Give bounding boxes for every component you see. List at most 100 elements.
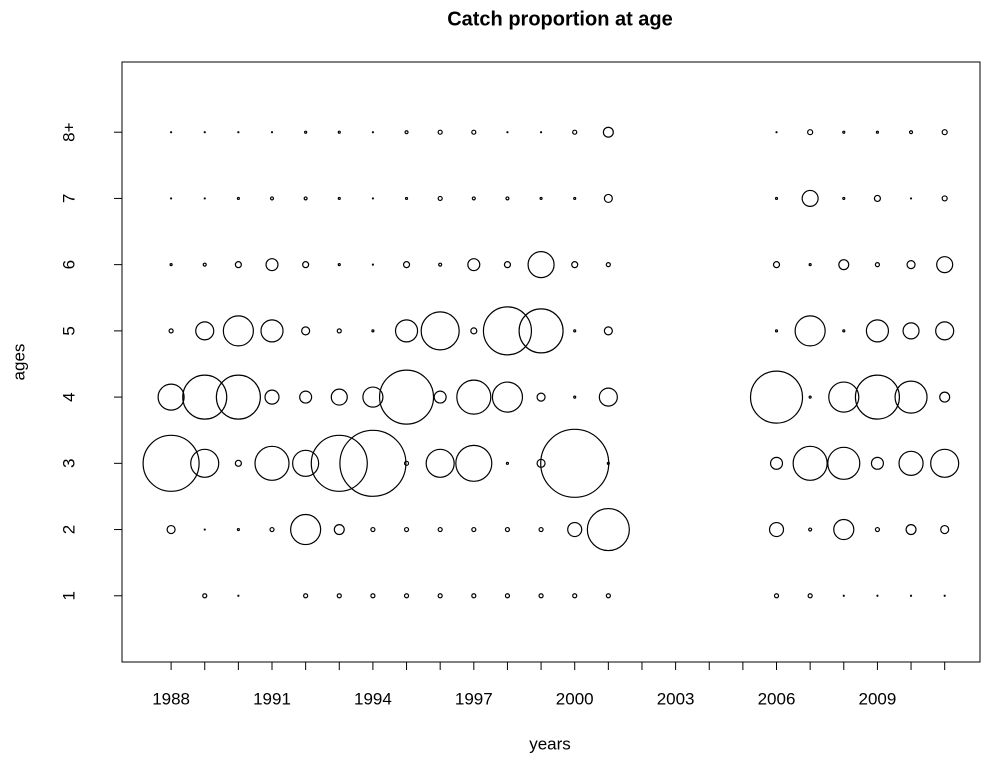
bubble — [875, 130, 880, 134]
bubble — [203, 131, 206, 134]
bubble — [264, 389, 280, 405]
bubble — [540, 428, 610, 498]
bubble — [339, 429, 407, 497]
bubble — [157, 383, 185, 411]
bubble — [908, 130, 914, 135]
bubble — [573, 395, 577, 399]
bubble — [190, 448, 220, 478]
bubble — [865, 319, 890, 343]
bubble — [941, 129, 948, 136]
bubble — [605, 593, 611, 599]
bubble — [491, 381, 524, 413]
bubble — [471, 593, 477, 599]
bubble — [236, 527, 240, 532]
bubble — [292, 449, 320, 477]
bubble — [467, 258, 481, 272]
bubble — [538, 526, 544, 533]
bubble — [337, 130, 341, 134]
bubble — [573, 196, 577, 201]
bubble — [371, 329, 375, 333]
bubble — [260, 319, 284, 343]
bubble — [894, 380, 928, 414]
bubble — [801, 189, 819, 208]
bubble — [299, 390, 313, 404]
y-tick-label: 7 — [59, 194, 78, 203]
bubble — [773, 593, 780, 599]
bubble — [906, 260, 916, 270]
bubble — [571, 261, 579, 269]
bubble — [842, 196, 846, 201]
bubble — [234, 261, 242, 269]
y-tick-label: 4 — [59, 392, 78, 401]
bubble — [518, 308, 564, 354]
bubble — [370, 526, 376, 533]
bubble — [270, 131, 274, 134]
x-tick-label: 1994 — [354, 689, 392, 708]
bubble — [333, 523, 345, 536]
x-tick-label: 2006 — [758, 689, 796, 708]
bubble — [567, 521, 583, 538]
bubble — [505, 196, 510, 201]
bubble — [237, 131, 240, 134]
bubble — [437, 195, 443, 202]
bubble — [808, 395, 812, 399]
bubble — [874, 262, 881, 268]
bubble — [503, 261, 512, 269]
bubble — [792, 445, 828, 481]
bubble — [336, 328, 342, 334]
y-tick-label: 1 — [59, 591, 78, 600]
chart-title: Catch proportion at age — [447, 8, 673, 30]
bubble — [166, 524, 176, 535]
bubble — [828, 381, 860, 413]
bubble — [598, 387, 618, 407]
bubble — [586, 507, 630, 552]
bubble — [303, 196, 308, 201]
bubble — [290, 513, 322, 546]
bubble — [873, 194, 882, 203]
bubble — [807, 593, 813, 599]
bubble — [234, 459, 242, 467]
bubble — [378, 369, 435, 425]
bubble — [772, 261, 781, 269]
bubble — [203, 528, 206, 531]
bubble — [403, 593, 410, 599]
bubble — [898, 450, 924, 476]
y-axis-label: ages — [9, 344, 28, 381]
bubble — [303, 593, 309, 599]
bubble — [394, 319, 419, 343]
x-axis-label: years — [529, 734, 571, 753]
bubble — [195, 321, 215, 341]
bubble — [603, 326, 613, 336]
bubble — [876, 594, 879, 597]
bubble — [935, 321, 955, 341]
bubble — [504, 526, 511, 533]
bubble — [539, 131, 543, 134]
bubble — [301, 326, 311, 336]
bubble — [215, 374, 261, 420]
bubble — [438, 262, 443, 267]
bubble — [202, 593, 208, 599]
bubble — [572, 593, 578, 599]
bubble — [471, 196, 476, 201]
bubble — [456, 379, 492, 415]
bubble — [337, 196, 341, 201]
bubble — [402, 261, 411, 269]
bubble — [605, 262, 611, 268]
bubble — [330, 388, 348, 406]
bubble — [808, 263, 812, 267]
bubble — [202, 262, 207, 267]
bubble — [471, 526, 477, 533]
bubble — [939, 391, 951, 403]
bubble — [337, 263, 341, 267]
bubble — [371, 131, 375, 134]
bubble — [940, 524, 950, 535]
bubble — [482, 306, 533, 356]
bubble — [842, 594, 845, 597]
bubble — [870, 456, 884, 470]
bubble — [930, 448, 960, 478]
bubble — [905, 523, 917, 536]
bubble — [170, 197, 173, 200]
bubble — [775, 131, 778, 134]
bubble — [269, 526, 275, 533]
x-tick-label: 2003 — [657, 689, 695, 708]
